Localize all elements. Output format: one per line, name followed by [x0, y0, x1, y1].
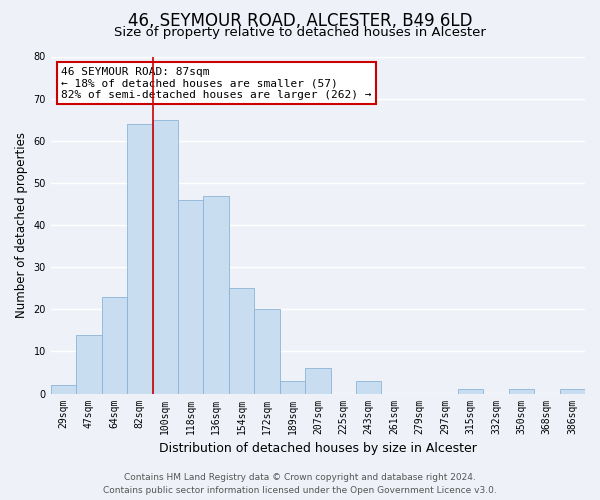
Bar	[509, 390, 534, 394]
Text: Contains HM Land Registry data © Crown copyright and database right 2024.
Contai: Contains HM Land Registry data © Crown c…	[103, 474, 497, 495]
Text: Size of property relative to detached houses in Alcester: Size of property relative to detached ho…	[114, 26, 486, 39]
Bar	[152, 120, 178, 394]
Bar	[254, 310, 280, 394]
Text: 46, SEYMOUR ROAD, ALCESTER, B49 6LD: 46, SEYMOUR ROAD, ALCESTER, B49 6LD	[128, 12, 472, 30]
Bar	[178, 200, 203, 394]
Bar	[280, 381, 305, 394]
X-axis label: Distribution of detached houses by size in Alcester: Distribution of detached houses by size …	[159, 442, 477, 455]
Bar	[305, 368, 331, 394]
Bar	[356, 381, 382, 394]
Bar	[127, 124, 152, 394]
Bar	[76, 334, 101, 394]
Bar	[203, 196, 229, 394]
Bar	[51, 385, 76, 394]
Text: 46 SEYMOUR ROAD: 87sqm
← 18% of detached houses are smaller (57)
82% of semi-det: 46 SEYMOUR ROAD: 87sqm ← 18% of detached…	[61, 66, 372, 100]
Bar	[229, 288, 254, 394]
Bar	[101, 296, 127, 394]
Y-axis label: Number of detached properties: Number of detached properties	[15, 132, 28, 318]
Bar	[560, 390, 585, 394]
Bar	[458, 390, 483, 394]
